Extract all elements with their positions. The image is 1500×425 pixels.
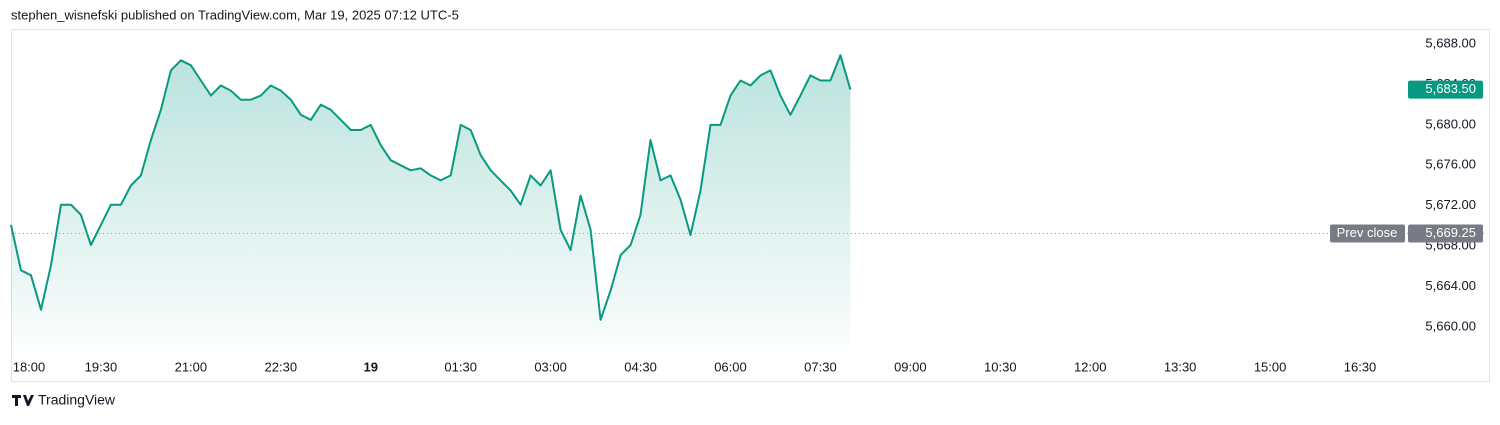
footer-logo: [12, 395, 34, 406]
x-tick-label: 19: [364, 359, 378, 374]
area-fill: [11, 55, 851, 345]
chart-frame: [11, 29, 1490, 382]
y-tick-label: 5,664.00: [1425, 278, 1476, 293]
x-tick-label: 18:00: [13, 359, 46, 374]
y-tick-label: 5,672.00: [1425, 197, 1476, 212]
x-tick-label: 07:30: [804, 359, 837, 374]
x-tick-label: 10:30: [984, 359, 1017, 374]
footer: TradingView: [38, 392, 116, 408]
x-tick-label: 21:00: [175, 359, 208, 374]
x-tick-label: 22:30: [265, 359, 298, 374]
x-tick-label: 19:30: [85, 359, 118, 374]
x-tick-label: 04:30: [624, 359, 657, 374]
y-tick-label: 5,660.00: [1425, 318, 1476, 333]
prev-close-text: Prev close: [1337, 225, 1398, 240]
header: stephen_wisnefski published on TradingVi…: [11, 7, 459, 22]
prev-close-label: 5,669.25: [1425, 225, 1476, 240]
x-tick-label: 06:00: [714, 359, 747, 374]
y-tick-label: 5,680.00: [1425, 116, 1476, 131]
x-tick-label: 09:00: [894, 359, 927, 374]
x-tick-label: 12:00: [1074, 359, 1107, 374]
x-tick-label: 13:30: [1164, 359, 1197, 374]
last-price-badge: [1408, 80, 1483, 99]
y-tick-label: 5,688.00: [1425, 36, 1476, 51]
prev-close-text-badge: [1330, 224, 1405, 243]
x-tick-label: 03:00: [534, 359, 567, 374]
last-price-label: 5,683.50: [1425, 81, 1476, 96]
x-tick-label: 01:30: [444, 359, 477, 374]
x-tick-label: 16:30: [1344, 359, 1377, 374]
price-line: [10, 54, 852, 321]
y-tick-label: 5,676.00: [1425, 157, 1476, 172]
x-tick-label: 15:00: [1254, 359, 1287, 374]
prev-close-badge: [1408, 224, 1483, 243]
